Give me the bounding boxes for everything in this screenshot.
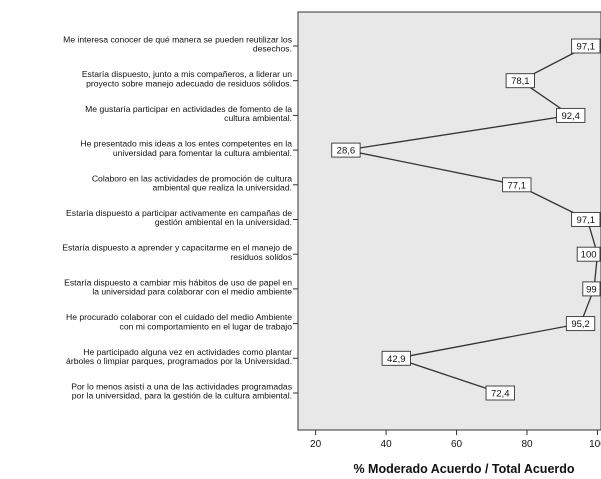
data-label: 72,4	[485, 385, 515, 401]
data-label-box	[571, 212, 601, 227]
data-label-box	[485, 385, 515, 401]
category-label: por la universidad, para la gestión de l…	[72, 391, 292, 401]
x-tick-label: 40	[381, 439, 393, 450]
data-label-box	[331, 142, 361, 158]
data-label: 97,1	[571, 38, 601, 54]
data-label: 42,9	[381, 350, 411, 366]
data-label: 77,1	[502, 177, 532, 193]
category-label: la universidad para colaborar con el med…	[92, 287, 292, 297]
category-label: proyecto sobre manejo adecuado de residu…	[86, 78, 292, 88]
data-label-text: 97,1	[577, 42, 596, 53]
data-label-text: 95,2	[571, 319, 590, 330]
category-label: Estaría dispuesto, junto a mis compañero…	[82, 69, 292, 79]
category-label: Colaboro en las actividades de promoción…	[92, 173, 292, 183]
category-label: Estaría dispuesto a aprender y capacitar…	[62, 243, 292, 253]
data-label-text: 100	[581, 250, 597, 261]
category-label: Estaría dispuesto a participar activamen…	[66, 208, 292, 218]
category-label: Por lo menos asistí a una de las activid…	[71, 382, 292, 392]
data-label-box	[565, 316, 596, 332]
y-axis-ticks	[293, 45, 298, 394]
data-label-box	[556, 107, 586, 123]
category-label: desechos.	[253, 44, 292, 54]
category-label: ambiental que realiza la universidad.	[153, 183, 293, 193]
category-label: gestión ambiental en la universidad.	[155, 217, 292, 227]
data-label-text: 72,4	[491, 389, 510, 400]
data-label-text: 77,1	[508, 180, 527, 191]
data-label: 92,4	[556, 107, 586, 123]
category-label: He presentado mis ideas a los entes comp…	[80, 139, 292, 149]
data-label-text: 99	[586, 284, 597, 295]
category-label: residuos solidos	[230, 252, 292, 262]
category-label: universidad para fomentar la cultura amb…	[113, 148, 292, 158]
data-labels: 97,1 78,1 92,4 28,6 77,1 97,1 100 99 95,2 42,9 72,…	[331, 38, 601, 401]
plot-area	[297, 11, 601, 431]
category-label: árboles o limpiar parques, programados p…	[66, 356, 292, 366]
data-label-text: 28,6	[337, 146, 356, 157]
data-label-box	[582, 281, 601, 297]
x-tick-label: 60	[451, 439, 463, 450]
data-label-text: 97,1	[577, 215, 596, 226]
category-label: cultura ambiental.	[224, 113, 292, 123]
category-label: Estaría dispuesto a cambiar mis hábitos …	[64, 277, 292, 287]
x-tick-label: 100	[589, 439, 601, 450]
data-label-text: 42,9	[387, 354, 406, 365]
x-axis-ticks: 20 40 60 80 100	[310, 430, 601, 450]
data-label-box	[571, 38, 601, 54]
data-label: 28,6	[331, 142, 361, 158]
data-label: 97,1	[571, 212, 601, 227]
data-label-box	[576, 246, 601, 262]
data-label-text: 92,4	[561, 111, 580, 122]
x-axis-title: % Moderado Acuerdo / Total Acuerdo	[353, 462, 574, 476]
data-label-box	[381, 350, 411, 366]
x-tick-label: 20	[310, 439, 322, 450]
category-label: con mi comportamiento en el lugar de tra…	[120, 321, 293, 331]
data-label-box	[502, 177, 532, 193]
category-labels: Me interesa conocer de qué manera se pue…	[62, 35, 292, 401]
data-label: 99	[582, 281, 601, 297]
x-tick-label: 80	[521, 439, 533, 450]
data-label: 100	[576, 246, 601, 262]
data-label-text: 78,1	[511, 76, 530, 87]
category-label: Me gustaría participar en actividades de…	[85, 104, 292, 114]
category-label: Me interesa conocer de qué manera se pue…	[63, 35, 292, 45]
category-label: He procurado colaborar con el cuidado de…	[66, 312, 292, 322]
data-label: 78,1	[505, 73, 535, 89]
data-label: 95,2	[565, 316, 596, 332]
data-label-box	[505, 73, 535, 89]
category-label: He participado alguna vez en actividades…	[83, 347, 292, 357]
